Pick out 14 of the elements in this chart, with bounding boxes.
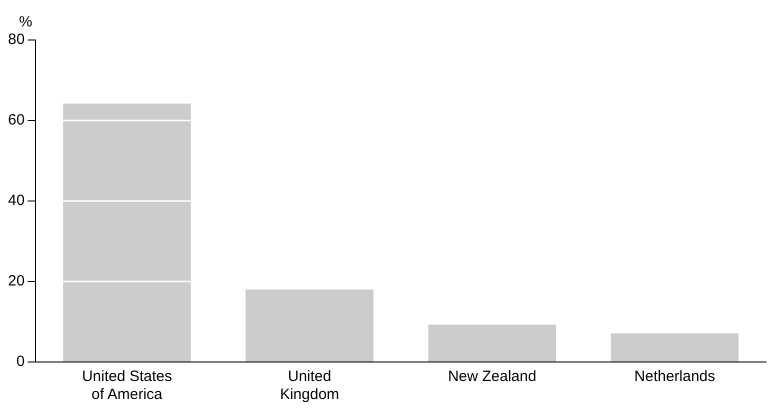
x-tick-label: Netherlands [634, 368, 716, 386]
bar [610, 333, 739, 362]
y-tick-label: 40 [8, 192, 25, 210]
y-tick-label: 80 [8, 31, 25, 48]
y-tick-label: 0 [16, 353, 25, 370]
bar [246, 290, 374, 362]
x-tick-label: United Kingdom [280, 368, 340, 404]
bar [63, 104, 191, 362]
x-tick-label: United States of America [82, 368, 172, 404]
y-tick-label: 20 [8, 272, 25, 290]
x-tick-label: New Zealand [448, 368, 536, 386]
y-tick-label: 60 [8, 112, 25, 129]
bar [428, 324, 556, 362]
y-axis-title: % [19, 14, 32, 31]
